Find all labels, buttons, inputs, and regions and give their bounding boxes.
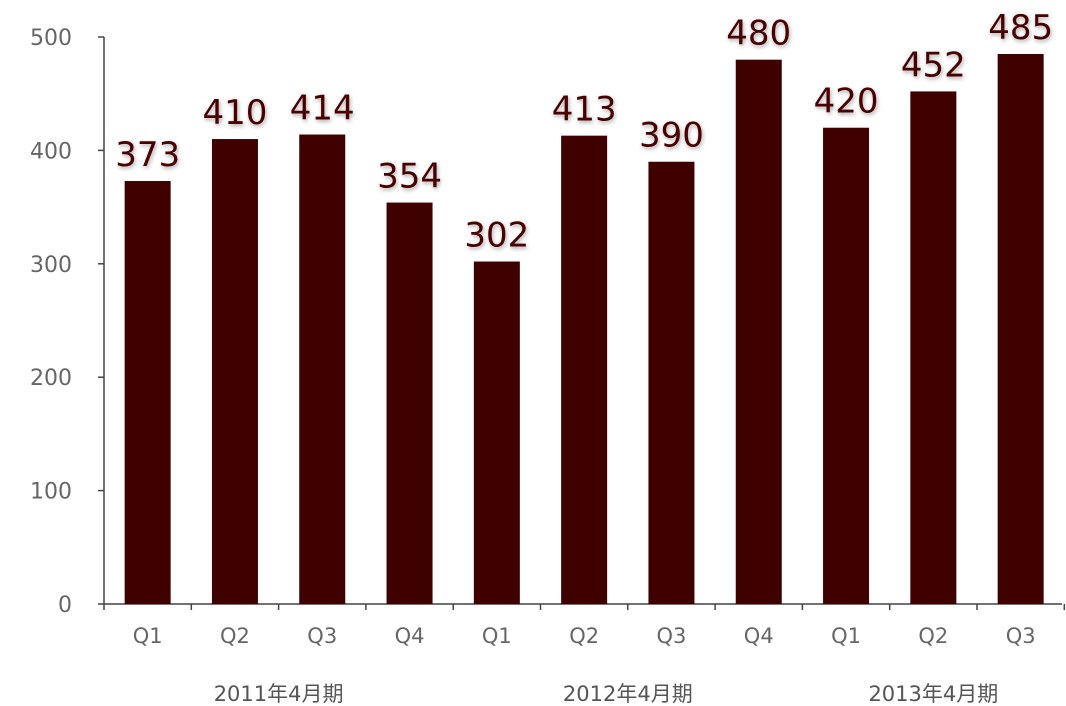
data-label: 373	[115, 135, 180, 175]
bar	[735, 59, 782, 605]
group-label: 2011年4月期	[214, 682, 344, 706]
y-tick-label: 100	[30, 480, 72, 505]
bar	[124, 181, 171, 604]
x-tick-label: Q4	[744, 624, 774, 648]
x-tick-label: Q2	[220, 624, 250, 648]
data-label: 302	[464, 216, 529, 256]
x-tick-label: Q2	[918, 624, 948, 648]
data-label: 480	[726, 14, 791, 54]
y-tick-label: 500	[30, 26, 72, 51]
bar	[910, 91, 957, 604]
data-label: 413	[552, 90, 617, 130]
data-label: 420	[814, 82, 879, 122]
data-label: 452	[901, 45, 966, 85]
data-label: 414	[290, 89, 355, 129]
data-label: 390	[639, 116, 704, 156]
group-label: 2012年4月期	[563, 682, 693, 706]
bar	[823, 127, 870, 604]
bar	[386, 202, 433, 604]
x-tick-label: Q3	[1006, 624, 1036, 648]
x-tick-label: Q3	[307, 624, 337, 648]
x-tick-label: Q4	[395, 624, 425, 648]
x-tick-label: Q2	[569, 624, 599, 648]
x-tick-label: Q1	[831, 624, 861, 648]
bar	[299, 134, 346, 605]
group-label: 2013年4月期	[868, 682, 998, 706]
x-tick-label: Q1	[133, 624, 163, 648]
data-label: 410	[202, 93, 267, 133]
y-tick-label: 0	[58, 593, 72, 618]
bar	[561, 135, 608, 604]
x-tick-label: Q1	[482, 624, 512, 648]
bar	[473, 261, 520, 604]
data-label: 485	[988, 8, 1053, 48]
y-tick-label: 200	[30, 366, 72, 391]
data-label: 354	[377, 157, 442, 197]
x-tick-label: Q3	[657, 624, 687, 648]
bar	[997, 54, 1044, 604]
plot-area: 0 100 200 300 400 500 Q1 373 Q2 410 Q3 414 Q4 354 Q1 30…	[30, 8, 1066, 706]
bar	[648, 161, 695, 605]
bar	[211, 139, 258, 604]
y-tick-label: 300	[30, 253, 72, 278]
y-tick-label: 400	[30, 139, 72, 164]
